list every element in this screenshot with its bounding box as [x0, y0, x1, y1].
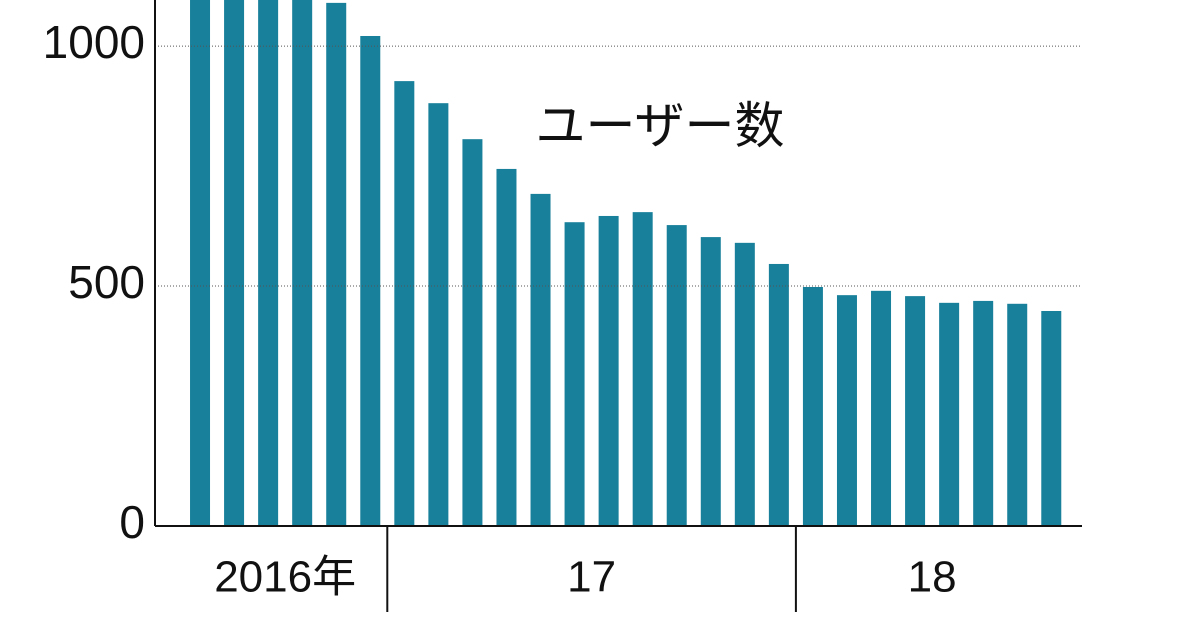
bar: [700, 237, 721, 526]
bar: [224, 0, 245, 526]
bar: [666, 225, 687, 526]
bar: [1007, 303, 1028, 526]
bar: [564, 222, 585, 526]
bar: [871, 290, 892, 526]
bar: [836, 295, 857, 526]
bar: [598, 215, 619, 526]
bar: [1041, 310, 1062, 526]
y-tick-label: 0: [119, 496, 145, 548]
y-tick-label: 500: [68, 256, 145, 308]
y-tick-label: 1000: [43, 16, 145, 68]
bar: [496, 168, 517, 526]
x-group-label: 2016年: [214, 553, 356, 602]
x-group-label: 17: [567, 553, 616, 602]
bar: [973, 300, 994, 526]
bar: [802, 286, 823, 526]
bar: [734, 242, 755, 526]
annotation: ユーザー数: [536, 98, 785, 154]
bar: [360, 35, 381, 526]
bar: [632, 212, 653, 526]
x-group-label: 18: [908, 553, 957, 602]
bar: [258, 0, 279, 526]
bar: [462, 139, 483, 526]
bar: [768, 263, 789, 526]
bar: [530, 193, 551, 526]
bar: [190, 0, 211, 526]
bar: [428, 103, 449, 526]
bar: [292, 0, 313, 526]
bar: [326, 2, 347, 526]
bar: [905, 296, 926, 526]
bar: [939, 302, 960, 526]
bar: [394, 81, 415, 526]
bar-group: [190, 0, 1062, 526]
